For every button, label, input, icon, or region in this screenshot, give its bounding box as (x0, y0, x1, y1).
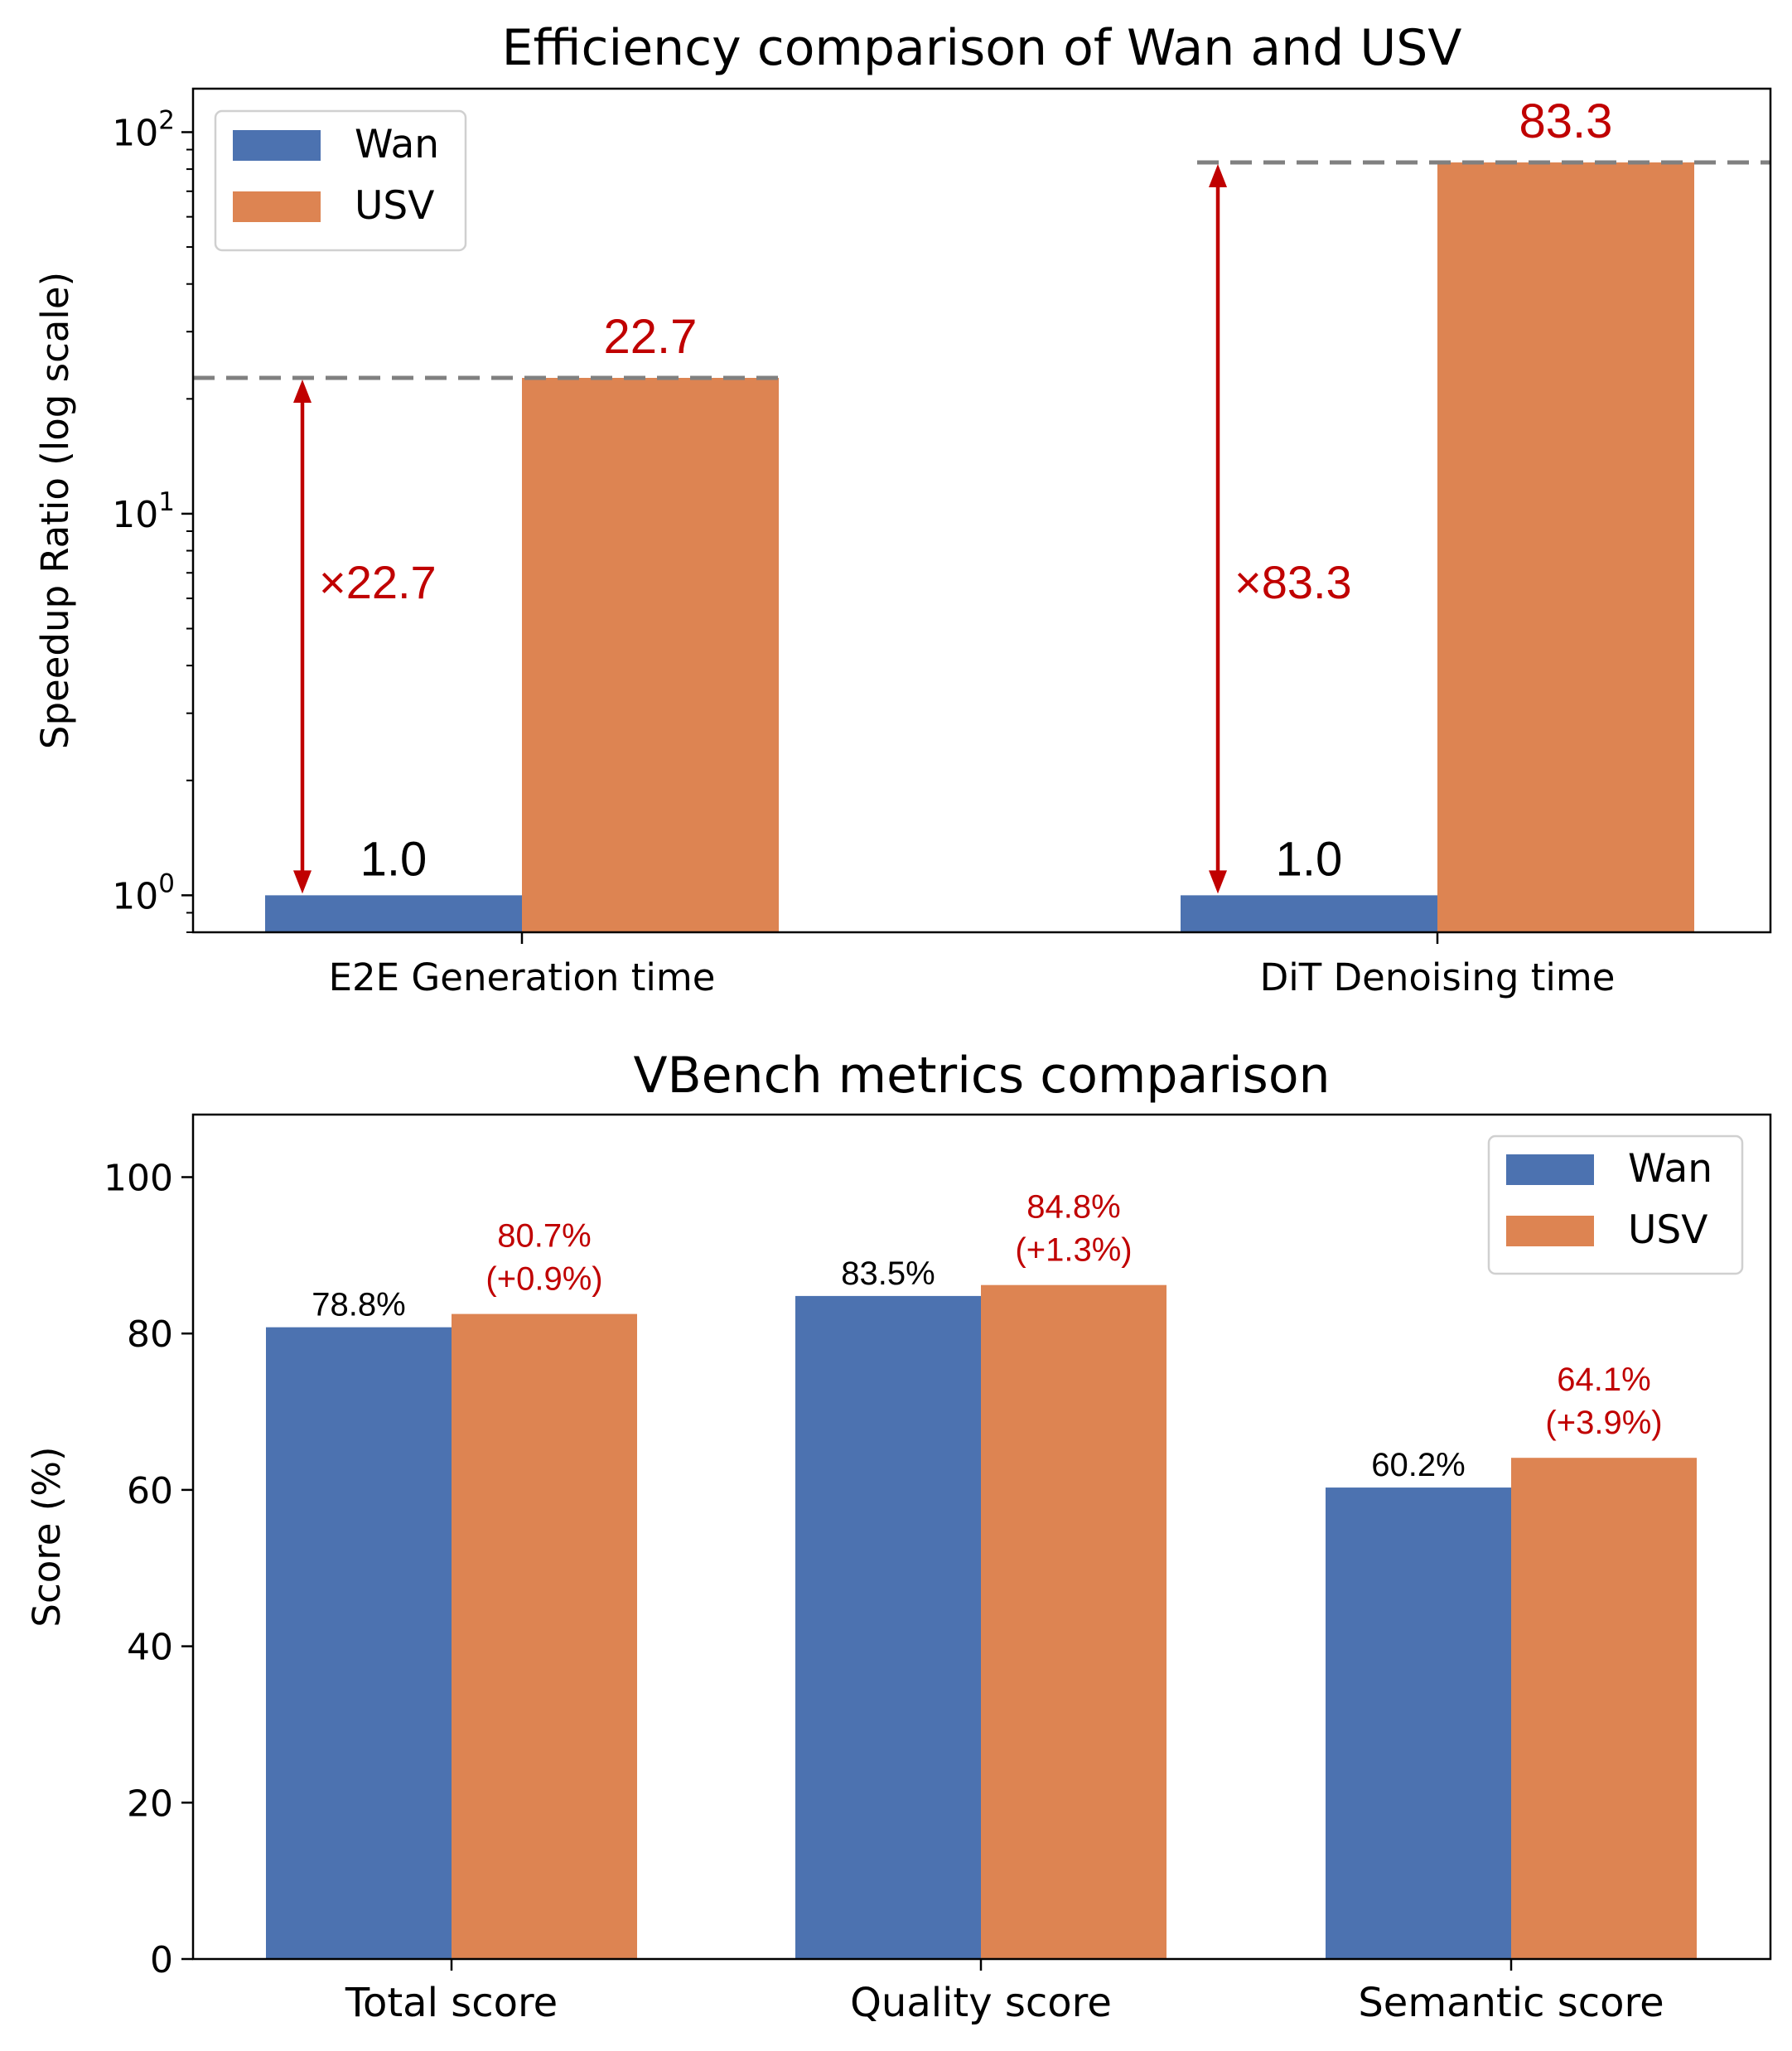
plot-frame (191, 1113, 1772, 1961)
legend-swatch-wan (233, 130, 321, 161)
legend: Wan USV (214, 109, 467, 252)
arrow-head-down (1209, 870, 1227, 894)
bar-usv-e2e-generation-time (522, 377, 779, 932)
legend-label-wan: Wan (1628, 1146, 1712, 1192)
legend-swatch-usv (1506, 1216, 1594, 1246)
bar-label-wan: 1.0 (1276, 832, 1343, 886)
bar-label-wan: 83.5% (841, 1255, 935, 1292)
plot-frame (191, 87, 1772, 934)
chart-title: Efficiency comparison of Wan and USV (502, 19, 1462, 77)
speedup-annotation: ×22.7 (319, 556, 437, 608)
bar-usv-total-score (452, 1313, 637, 1959)
y-axis-label: Speedup Ratio (log scale) (33, 272, 77, 749)
legend-label-wan: Wan (355, 122, 439, 167)
bar-delta-usv: (+3.9%) (1545, 1405, 1662, 1441)
vbench-chart: VBench metrics comparison Score (%) 0 20 40 6… (25, 1047, 1772, 2026)
x-tick-label: DiT Denoising time (1260, 955, 1616, 999)
bar-delta-usv: (+1.3%) (1015, 1232, 1132, 1269)
x-tick-label: Semantic score (1358, 1980, 1664, 2026)
speedup-annotation: ×83.3 (1234, 556, 1352, 608)
x-tick-label: Quality score (850, 1980, 1112, 2026)
x-tick-label: E2E Generation time (329, 955, 716, 999)
bar-label-wan: 1.0 (360, 832, 427, 886)
arrow-head-up (1209, 164, 1227, 188)
y-tick-label: 101 (112, 487, 175, 536)
legend: Wan USV (1487, 1134, 1744, 1275)
y-axis-label: Score (%) (25, 1446, 69, 1627)
bar-usv-quality-score (981, 1284, 1166, 1959)
y-tick-label: 100 (112, 868, 175, 917)
bar-wan-e2e-generation-time (265, 895, 522, 932)
y-tick-label: 102 (112, 105, 175, 154)
y-tick-label: 40 (127, 1627, 173, 1669)
bar-usv-semantic-score (1511, 1458, 1697, 1959)
bar-label-usv: 64.1% (1557, 1362, 1650, 1398)
bar-label-usv: 84.8% (1026, 1189, 1120, 1226)
bar-wan-semantic-score (1326, 1487, 1511, 1959)
y-tick-label: 80 (127, 1313, 173, 1356)
bar-wan-quality-score (795, 1295, 981, 1959)
bar-label-wan: 78.8% (312, 1287, 405, 1323)
arrow-head-up (293, 379, 312, 403)
bar-label-wan: 60.2% (1371, 1447, 1465, 1483)
bar-label-usv: 80.7% (497, 1218, 591, 1255)
y-tick-label: 0 (150, 1939, 173, 1981)
legend-label-usv: USV (355, 183, 434, 229)
bar-usv-dit-denoising-time (1437, 162, 1694, 933)
efficiency-chart: Efficiency comparison of Wan and USV Spee… (33, 19, 1772, 999)
chart-title: VBench metrics comparison (633, 1047, 1330, 1105)
legend-swatch-wan (1506, 1154, 1594, 1185)
bar-delta-usv: (+0.9%) (485, 1261, 602, 1298)
y-tick-label: 20 (127, 1783, 173, 1825)
legend-label-usv: USV (1628, 1207, 1707, 1253)
bar-label-usv: 22.7 (604, 310, 698, 364)
bar-label-usv: 83.3 (1519, 94, 1613, 148)
x-tick-label: Total score (345, 1980, 558, 2026)
bar-wan-dit-denoising-time (1181, 895, 1437, 932)
legend-swatch-usv (233, 191, 321, 222)
y-tick-label: 60 (127, 1470, 173, 1512)
arrow-head-down (293, 870, 312, 894)
y-tick-label: 100 (104, 1157, 173, 1199)
bar-wan-total-score (266, 1327, 452, 1959)
